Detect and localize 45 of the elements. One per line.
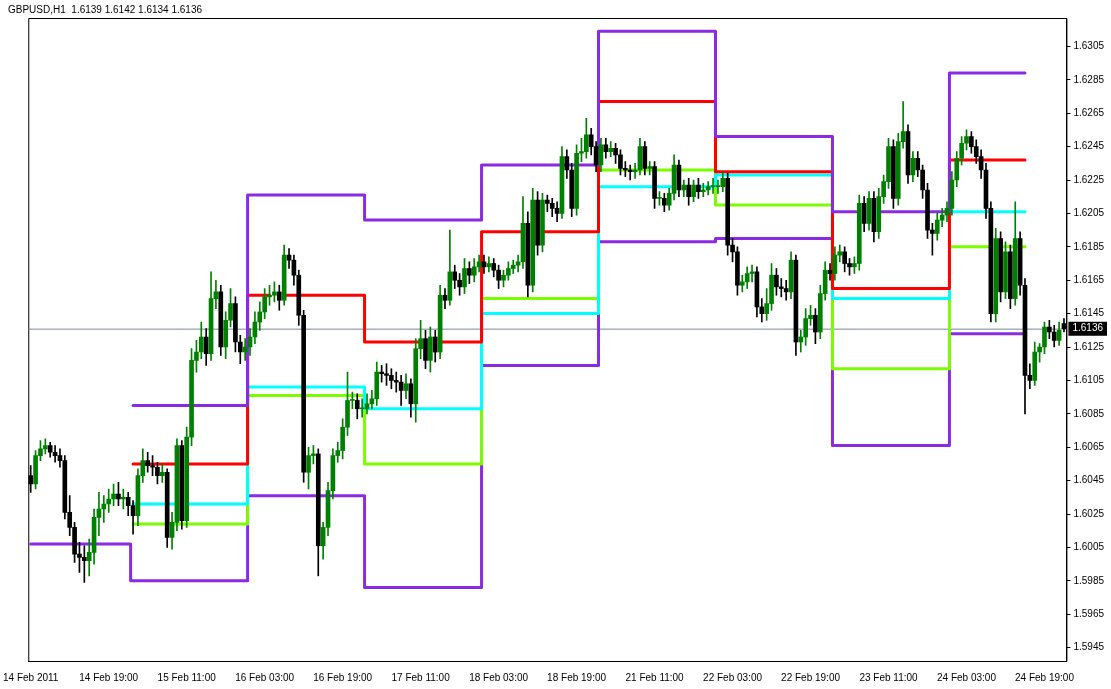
candlestick (715, 179, 721, 194)
y-tick-label: 1.6145 (1073, 307, 1105, 319)
x-tick-label: 24 Feb 03:00 (937, 671, 997, 683)
x-tick-label: 18 Feb 03:00 (469, 671, 529, 683)
x-tick-label: 15 Feb 11:00 (157, 671, 217, 683)
candlestick (359, 398, 365, 418)
candlestick (700, 183, 706, 198)
y-tick-label: 1.6105 (1073, 374, 1105, 386)
candlestick (608, 141, 614, 157)
x-tick-label: 14 Feb 2011 (3, 671, 59, 683)
y-tick-label: 1.6245 (1073, 140, 1105, 152)
candlestick (710, 178, 716, 194)
y-tick-label: 1.5945 (1073, 641, 1105, 653)
candlestick (159, 463, 165, 483)
y-tick-label: 1.5965 (1073, 607, 1105, 619)
x-tick-label: 23 Feb 11:00 (859, 671, 919, 683)
y-tick-label: 1.6065 (1073, 440, 1105, 452)
candlestick (120, 488, 126, 510)
candlestick (647, 161, 653, 176)
x-tick-label: 14 Feb 19:00 (79, 671, 139, 683)
x-tick-label: 18 Feb 19:00 (547, 671, 607, 683)
y-tick-label: 1.6185 (1073, 240, 1105, 252)
x-tick-label: 16 Feb 03:00 (235, 671, 295, 683)
y-tick-label: 1.6305 (1073, 40, 1105, 52)
y-tick-label: 1.6085 (1073, 407, 1105, 419)
ref-line-label: 1.6136 (1072, 322, 1104, 334)
y-tick-label: 1.6225 (1073, 173, 1105, 185)
candlestick (778, 278, 784, 298)
x-tick-label: 17 Feb 11:00 (391, 671, 451, 683)
x-tick-label: 22 Feb 03:00 (703, 671, 763, 683)
y-tick-label: 1.6025 (1073, 507, 1105, 519)
y-tick-label: 1.6125 (1073, 340, 1105, 352)
x-tick-label: 21 Feb 11:00 (625, 671, 685, 683)
x-tick-label: 24 Feb 19:00 (1015, 671, 1075, 683)
y-tick-label: 1.6005 (1073, 541, 1105, 553)
chart-title: GBPUSD,H1 1.6139 1.6142 1.6134 1.6136 (8, 4, 203, 15)
candlestick (627, 164, 633, 181)
y-tick-label: 1.6265 (1073, 106, 1105, 118)
y-tick-label: 1.5985 (1073, 574, 1105, 586)
x-tick-label: 16 Feb 19:00 (313, 671, 373, 683)
y-tick-label: 1.6205 (1073, 207, 1105, 219)
y-tick-label: 1.6285 (1073, 73, 1105, 85)
x-tick-label: 22 Feb 19:00 (781, 671, 841, 683)
y-tick-label: 1.6165 (1073, 273, 1105, 285)
y-tick-label: 1.6045 (1073, 474, 1105, 486)
